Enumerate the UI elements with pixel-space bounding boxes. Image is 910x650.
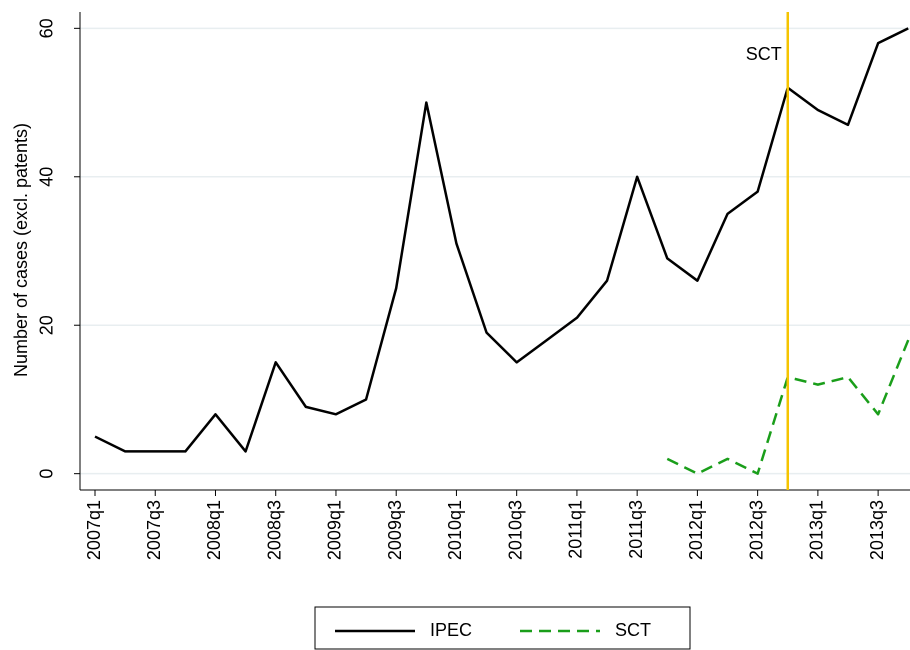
legend-label: IPEC: [430, 620, 472, 640]
x-tick-label: 2009q1: [325, 500, 345, 560]
x-tick-label: 2011q1: [566, 500, 586, 559]
x-tick-label: 2011q3: [626, 500, 646, 559]
x-tick-label: 2008q3: [264, 500, 284, 560]
y-tick-label: 60: [37, 18, 57, 38]
legend-label: SCT: [615, 620, 651, 640]
x-tick-label: 2010q1: [445, 500, 465, 560]
annotation: SCT: [746, 44, 782, 64]
x-tick-label: 2009q3: [385, 500, 405, 560]
y-tick-label: 0: [37, 469, 57, 479]
x-tick-label: 2012q3: [746, 500, 766, 560]
x-tick-label: 2013q3: [867, 500, 887, 560]
x-tick-label: 2007q3: [144, 500, 164, 560]
x-tick-label: 2008q1: [204, 500, 224, 560]
x-tick-label: 2013q1: [807, 500, 827, 560]
x-tick-label: 2007q1: [84, 500, 104, 560]
y-axis-title: Number of cases (excl. patents): [11, 123, 31, 377]
legend-box: [314, 606, 691, 650]
x-tick-label: 2010q3: [505, 500, 525, 560]
x-tick-label: 2012q1: [686, 500, 706, 560]
y-tick-label: 20: [37, 315, 57, 335]
series-line: [94, 27, 909, 453]
y-tick-label: 40: [37, 167, 57, 187]
